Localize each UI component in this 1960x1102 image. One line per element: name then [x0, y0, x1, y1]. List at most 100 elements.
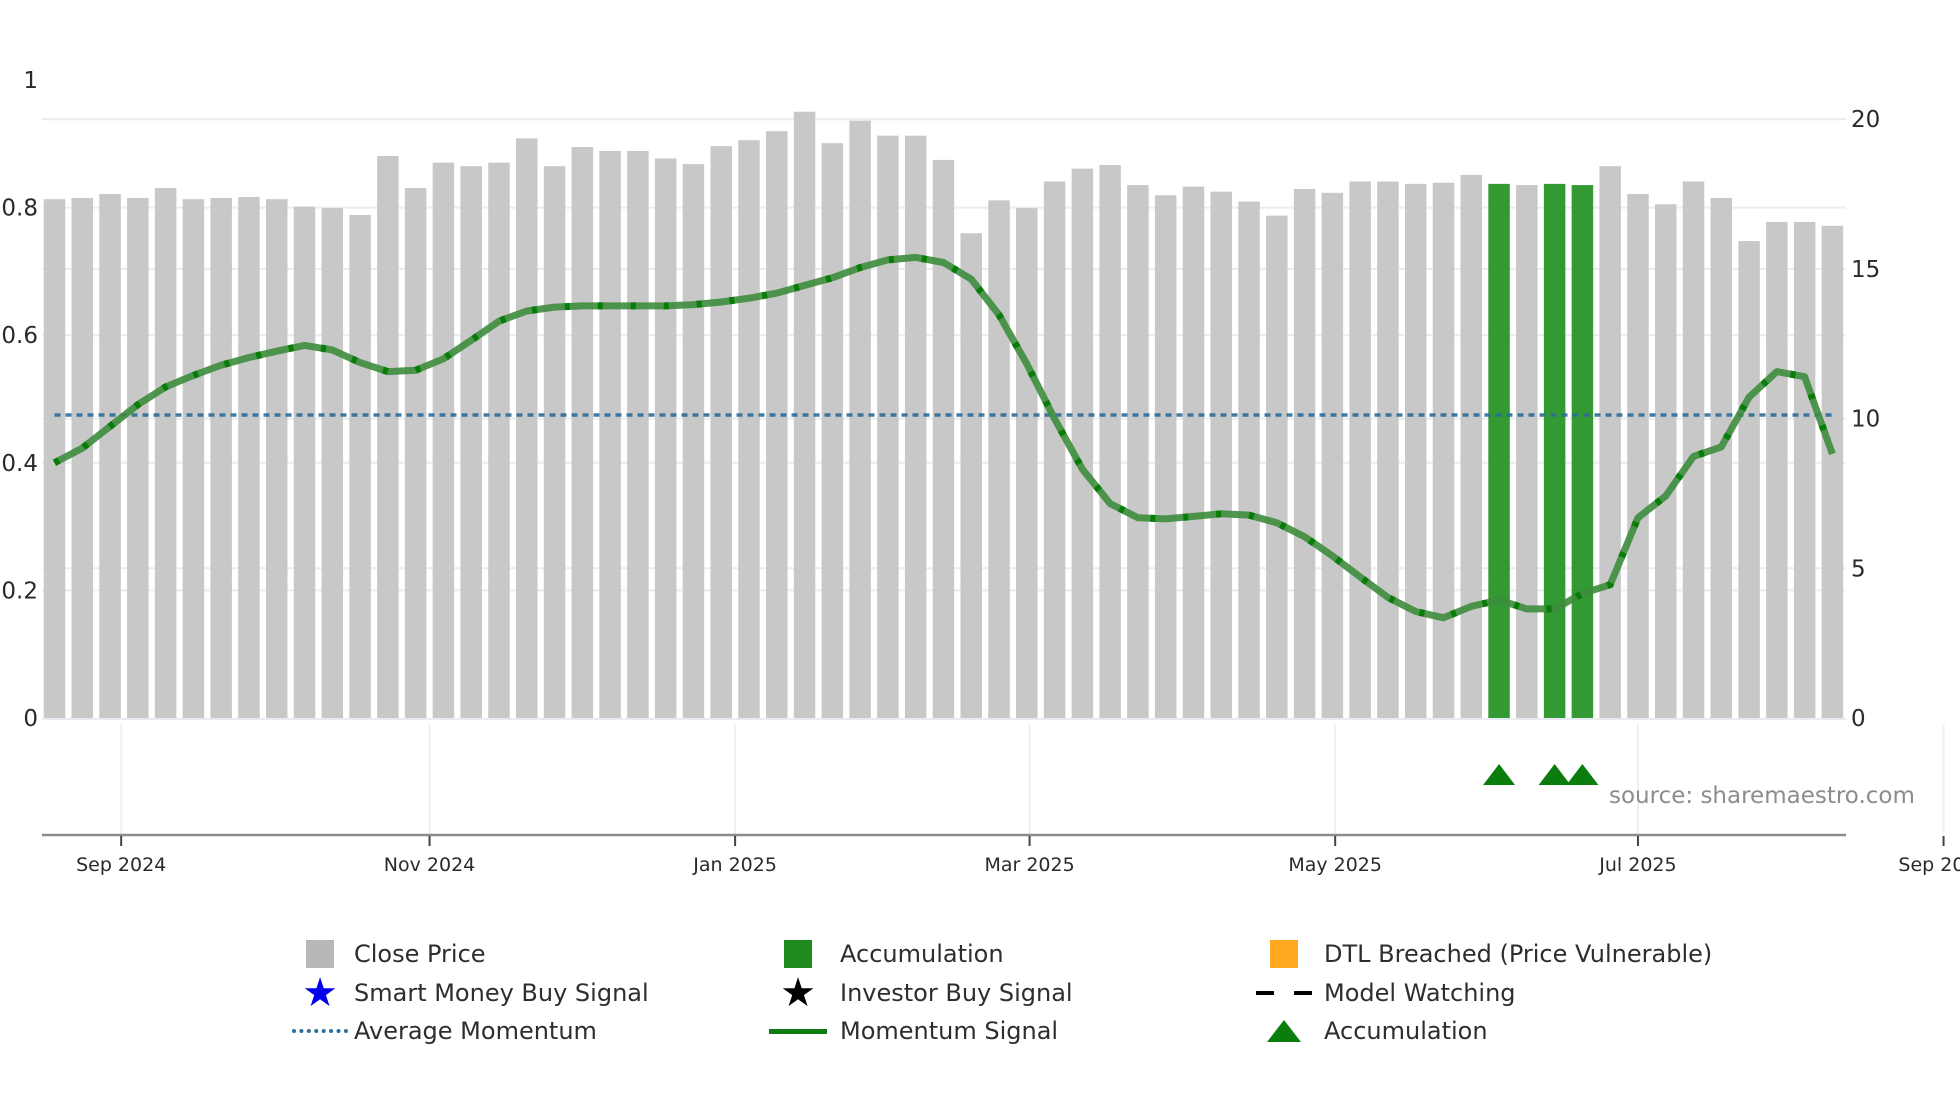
close-price-bar [710, 146, 732, 718]
left-axis-tick-label: 1 [23, 68, 38, 94]
green-square-icon [768, 937, 828, 971]
close-price-bar [43, 199, 66, 719]
momentum-line [52, 253, 1836, 622]
dotted-line-icon [290, 1014, 350, 1048]
accumulation-triangle-icon [1483, 764, 1516, 785]
close-price-bar [404, 188, 427, 718]
close-price-bar [210, 197, 232, 718]
close-price-bar [349, 215, 371, 718]
close-price-bar [1071, 168, 1094, 718]
close-price-bar [1349, 181, 1371, 718]
close-price-bar [154, 188, 177, 718]
close-price-bar [377, 156, 399, 719]
legend-label: Accumulation [1324, 1017, 1488, 1045]
left-axis-tick-label: 0.8 [1, 196, 38, 222]
close-price-bar [1738, 241, 1760, 719]
solid-line-icon [768, 1014, 828, 1048]
close-price-bar [1182, 186, 1205, 718]
legend-label: Momentum Signal [840, 1017, 1059, 1045]
accumulation-triangle-icon [1538, 764, 1571, 785]
close-price-bar [877, 135, 899, 719]
close-price-bar [1377, 181, 1399, 718]
close-price-bar [1460, 174, 1483, 718]
close-price-bar [849, 120, 871, 718]
close-price-bar [543, 166, 566, 718]
close-price-bar [682, 164, 705, 719]
close-price-bar [265, 199, 288, 719]
blue-star-icon: ★ [302, 970, 338, 1016]
signals-panel [120, 724, 1945, 834]
legend-label: DTL Breached (Price Vulnerable) [1324, 940, 1713, 968]
accumulation-bar [1488, 183, 1510, 718]
close-price-bar [654, 158, 677, 719]
right-axis-tick-label: 15 [1851, 257, 1880, 283]
gray-square-icon [290, 937, 350, 971]
right-axis-tick-label: 10 [1851, 407, 1880, 433]
x-axis: Sep 2024 Nov 2024 Jan 2025 Mar 2025 May 2025… [42, 833, 1960, 876]
close-price-bar [766, 131, 788, 718]
accumulation-bar [1543, 183, 1566, 718]
left-y-axis: 0 0.2 0.4 0.6 0.8 1 [1, 68, 38, 732]
close-price-bar [571, 147, 594, 719]
x-tick-label: Mar 2025 [984, 854, 1074, 876]
green-triangle-icon [1254, 1014, 1314, 1048]
close-price-bar [1099, 165, 1121, 719]
x-tick-label: Jan 2025 [692, 854, 777, 876]
close-price-bar [460, 166, 482, 718]
close-price-bar [293, 206, 316, 718]
momentum-signal-line [52, 253, 1836, 622]
close-price-bar [1293, 188, 1316, 718]
close-price-bar [1127, 185, 1149, 718]
close-price-bar [1793, 221, 1816, 718]
close-price-bar [1238, 201, 1260, 718]
legend-label: Investor Buy Signal [840, 979, 1073, 1007]
close-price-bar [1154, 195, 1177, 718]
close-price-bar [1654, 204, 1677, 718]
close-price-bar [1682, 181, 1705, 718]
close-price-bar [1016, 208, 1038, 718]
close-price-bar [1599, 166, 1621, 718]
left-axis-tick-label: 0.6 [1, 323, 38, 349]
close-price-bar [1266, 215, 1288, 718]
close-price-bar [1710, 197, 1733, 718]
left-axis-tick-label: 0.4 [1, 451, 38, 477]
legend-label: Accumulation [840, 940, 1004, 968]
legend-label: Average Momentum [354, 1017, 597, 1045]
close-price-bar [627, 150, 649, 718]
right-axis-tick-label: 0 [1851, 706, 1866, 732]
x-tick-label: May 2025 [1288, 854, 1382, 876]
close-price-bar [1627, 194, 1649, 719]
close-price-bar [904, 135, 927, 719]
black-star-icon: ★ [780, 970, 816, 1016]
close-price-bar [599, 150, 621, 718]
close-price-bar [71, 197, 94, 718]
left-axis-tick-label: 0 [23, 706, 38, 732]
close-price-bar [988, 200, 1010, 718]
x-tick-label: Nov 2024 [384, 854, 475, 876]
close-price-bar [1043, 181, 1066, 718]
close-price-bar [1432, 182, 1455, 719]
right-axis-tick-label: 5 [1851, 556, 1866, 582]
close-price-bar [821, 143, 844, 719]
dashed-line-icon [1254, 976, 1314, 1010]
right-y-axis: 0 5 10 15 20 [1851, 107, 1880, 732]
accumulation-triangle-icon [1566, 764, 1599, 785]
close-price-bars [43, 111, 1844, 719]
close-price-bar [432, 162, 455, 718]
close-price-bar [321, 208, 344, 718]
accumulation-bar [1571, 185, 1594, 718]
close-price-bar [1516, 185, 1538, 718]
close-price-bar [1321, 192, 1344, 718]
close-price-bar [1210, 191, 1233, 719]
close-price-bar [182, 199, 205, 719]
left-axis-tick-label: 0.2 [1, 578, 38, 604]
x-tick-label: Jul 2025 [1598, 854, 1676, 876]
close-price-bar [960, 233, 982, 718]
close-price-bar [488, 162, 510, 718]
close-price-bar [1821, 225, 1844, 718]
close-price-bar [127, 197, 149, 718]
legend-label: Smart Money Buy Signal [354, 979, 649, 1007]
legend-label: Close Price [354, 940, 486, 968]
